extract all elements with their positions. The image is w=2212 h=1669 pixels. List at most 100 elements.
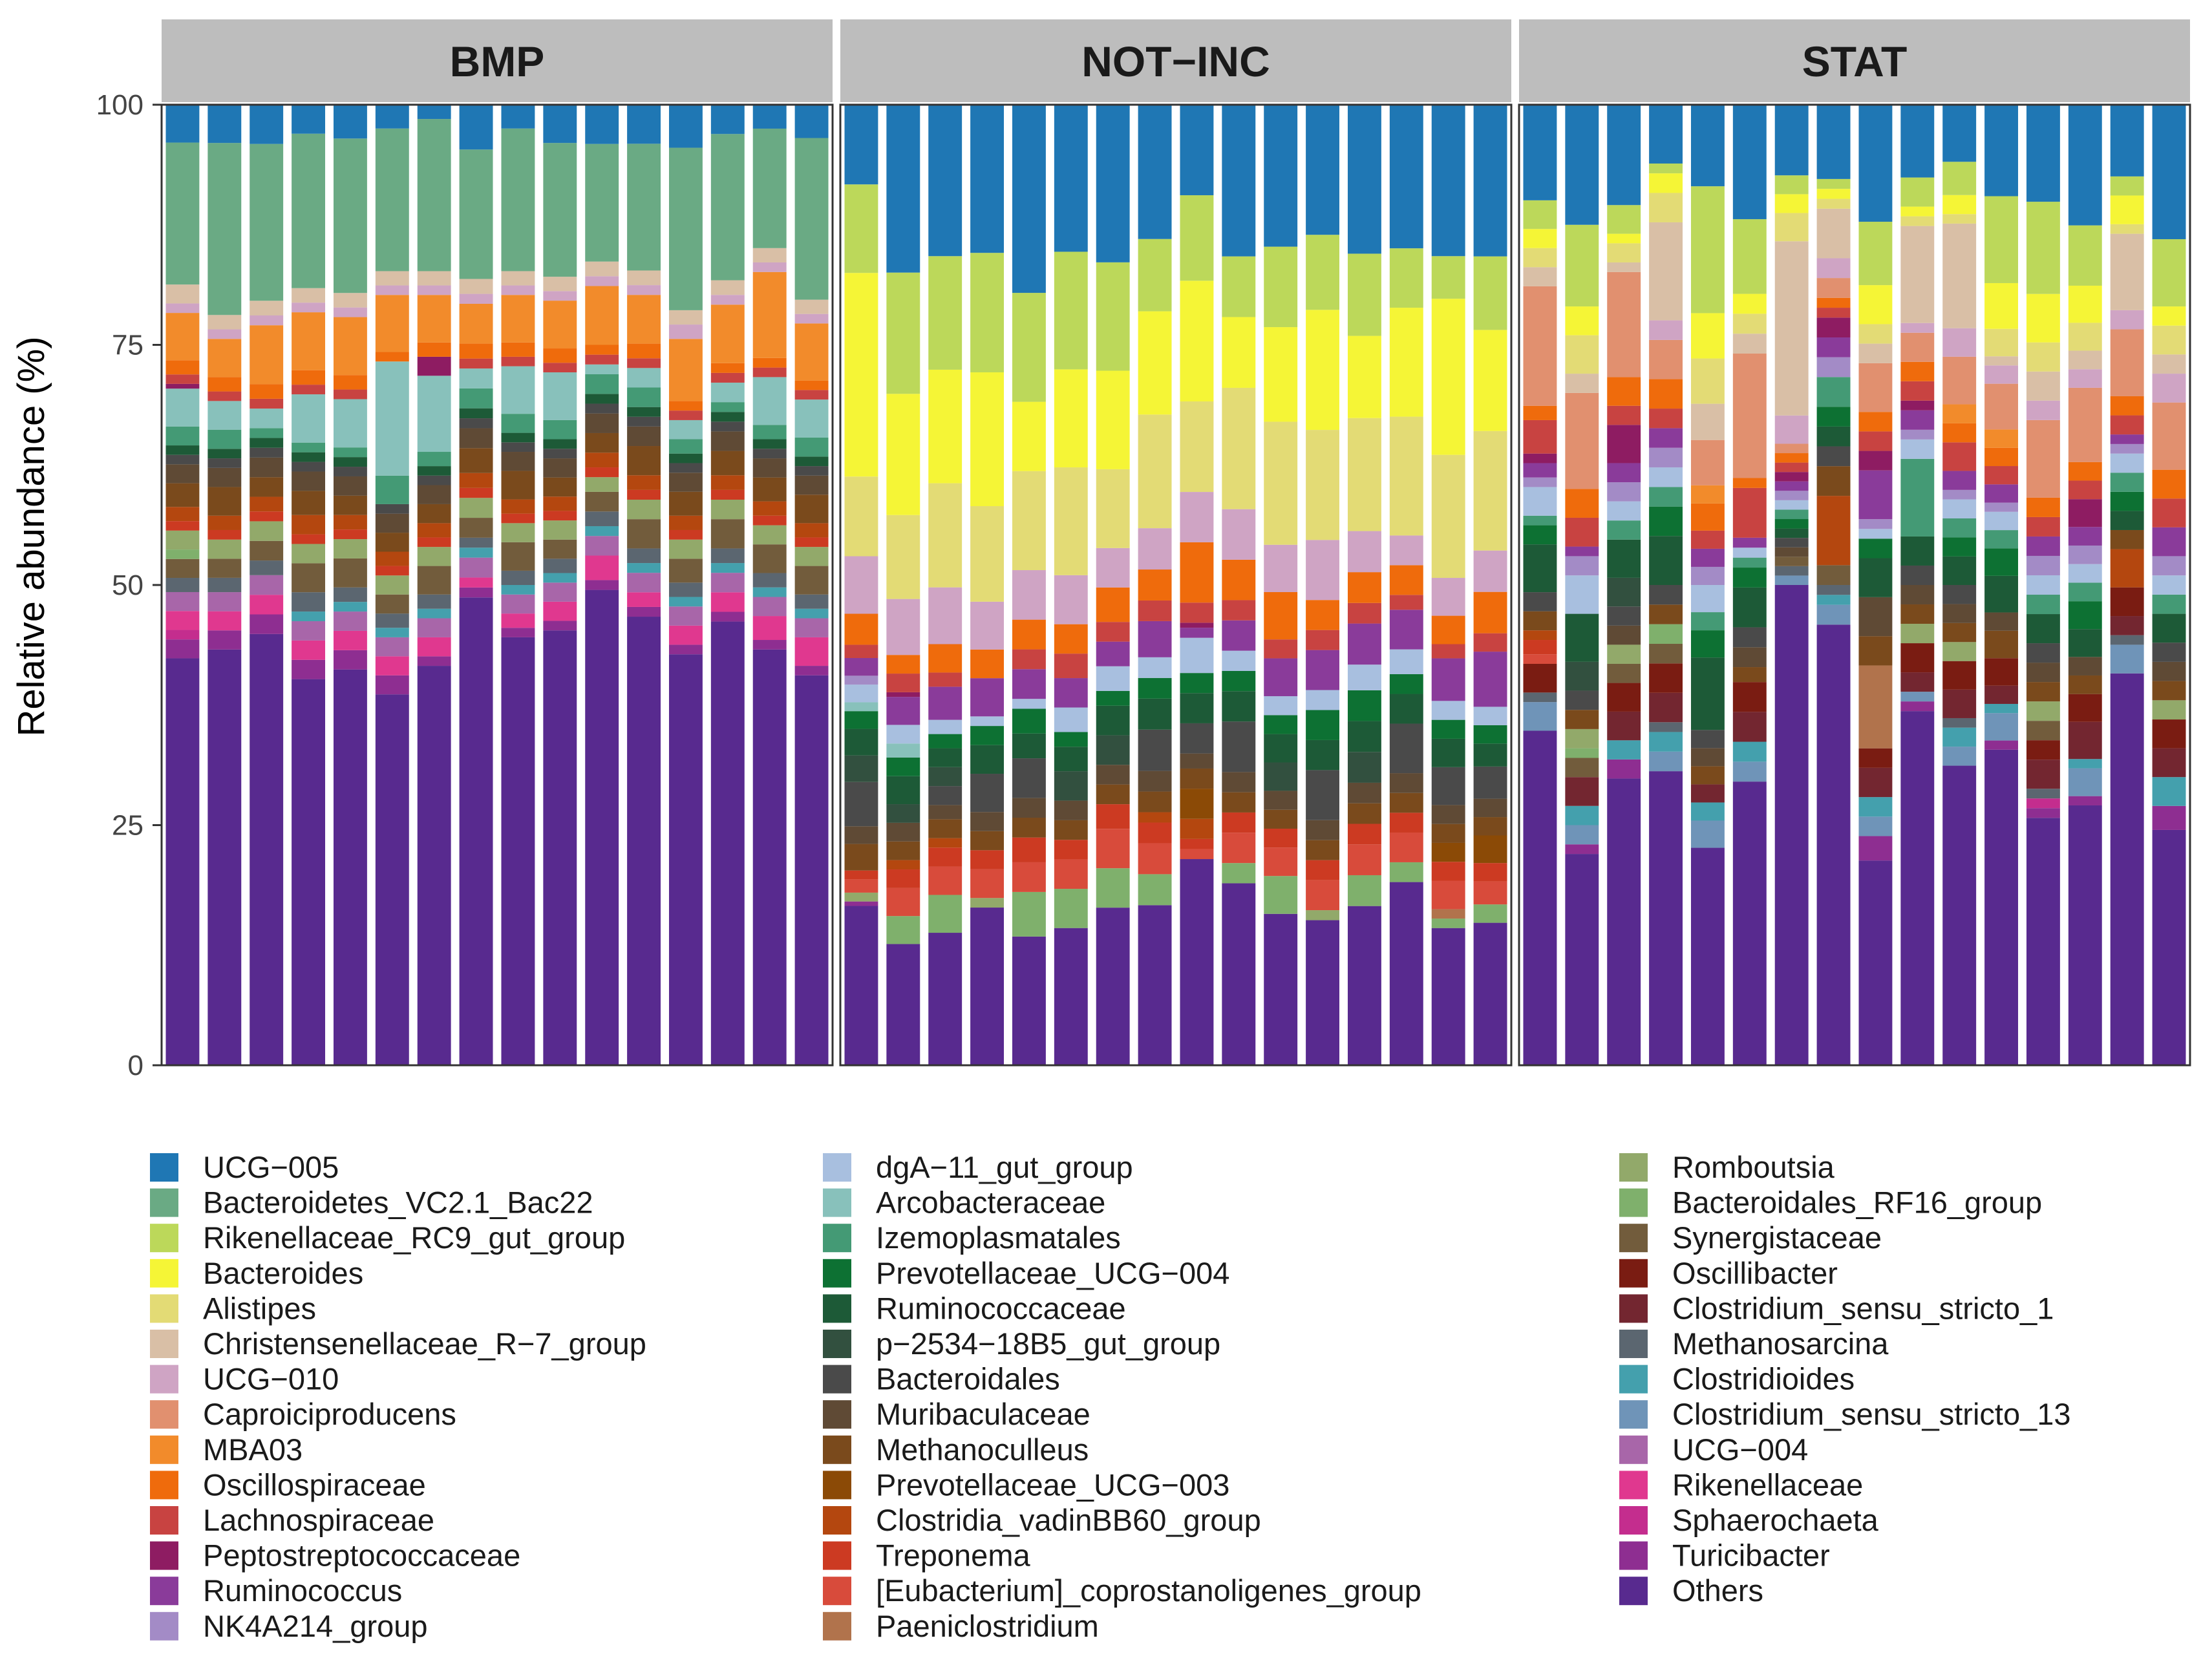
bar-segment [585, 452, 619, 468]
bar-segment [1096, 690, 1130, 706]
bar-segment [250, 428, 284, 438]
bar-segment [710, 304, 745, 363]
bar-segment [459, 448, 493, 473]
bar-segment [710, 412, 745, 422]
bar-segment [333, 602, 367, 612]
bar-segment [1649, 643, 1683, 664]
bar-segment [1565, 777, 1599, 806]
legend-swatch [1619, 1541, 1648, 1570]
legend-item: [Eubacterium]_coprostanoligenes_group [823, 1573, 1421, 1608]
bar-segment [1523, 611, 1557, 631]
bar-segment [668, 310, 703, 325]
bar-segment [1431, 644, 1465, 659]
bar-segment [417, 547, 451, 566]
bar-segment [1389, 694, 1423, 724]
bar-segment [1565, 105, 1599, 225]
bar-segment [627, 387, 661, 407]
bar-segment [1858, 324, 1893, 344]
bar-segment [1431, 701, 1465, 720]
bar-segment [1649, 487, 1683, 507]
bar-segment [459, 428, 493, 449]
bar [1649, 105, 1683, 1065]
bar-segment [1732, 712, 1767, 742]
bar-segment [1900, 711, 1935, 1065]
bar-segment [1732, 547, 1767, 558]
bar-segment [1565, 613, 1599, 662]
bar [1900, 105, 1935, 1065]
bar-segment [1389, 595, 1423, 610]
bar-segment [1984, 466, 2019, 485]
legend-item: Prevotellaceae_UCG−004 [823, 1256, 1229, 1290]
bar-segment [627, 548, 661, 564]
legend-label: Paeniclostridium [876, 1609, 1099, 1643]
bar-segment [794, 399, 829, 438]
bar-segment [1774, 491, 1809, 500]
bar-segment [1180, 838, 1214, 849]
bar-segment [668, 625, 703, 645]
bar-segment [710, 421, 745, 432]
legend-item: Synergistaceae [1619, 1220, 1882, 1255]
bar-segment [1180, 693, 1214, 723]
bar-segment [1180, 401, 1214, 493]
bar-segment [165, 284, 200, 304]
bar-segment [1096, 868, 1130, 908]
bar-segment [1607, 205, 1641, 234]
bar-segment [1816, 585, 1851, 595]
bar-segment [752, 458, 787, 478]
bar-segment [250, 457, 284, 478]
bar-segment [1649, 506, 1683, 537]
legend-label: Muribaculaceae [876, 1397, 1090, 1431]
bar-segment [543, 630, 577, 1065]
bar-segment [501, 432, 535, 443]
bar [543, 105, 577, 1065]
bar-segment [1264, 591, 1298, 640]
bar-segment [1264, 421, 1298, 545]
bar-segment [844, 879, 878, 893]
bar-segment [2026, 516, 2060, 537]
bar-segment [886, 697, 920, 725]
bar-segment [543, 621, 577, 631]
bar-segment [710, 382, 745, 403]
bar-segment [752, 501, 787, 516]
bar-segment [585, 432, 619, 453]
bar-segment [668, 463, 703, 473]
bar-segment [1732, 293, 1767, 314]
bar [928, 105, 962, 1065]
bar-segment [794, 523, 829, 538]
bar-segment [928, 369, 962, 484]
bar [1096, 105, 1130, 1065]
bar-segment [2026, 420, 2060, 498]
bar-segment [1473, 817, 1507, 836]
bar-segment [1523, 229, 1557, 248]
bar-segment [1900, 643, 1935, 673]
bar-segment [1649, 428, 1683, 448]
bar-segment [1012, 401, 1046, 471]
bar-segment [1138, 105, 1172, 239]
bar-segment [928, 748, 962, 767]
bar-segment [886, 674, 920, 692]
bar-segment [543, 520, 577, 540]
legend-swatch [823, 1224, 851, 1253]
bar-segment [1690, 313, 1725, 359]
bar-segment [2152, 325, 2186, 355]
bar [1054, 105, 1088, 1065]
bar-segment [1942, 518, 1977, 538]
legend-item: Arcobacteraceae [823, 1185, 1105, 1220]
bar-segment [1607, 644, 1641, 664]
bar-segment [501, 613, 535, 628]
facet-panels [160, 103, 2191, 1067]
bar-segment [2068, 387, 2102, 462]
legend-swatch [150, 1541, 178, 1570]
bar-segment [794, 666, 829, 675]
bar-segment [1732, 781, 1767, 1065]
bar-segment [292, 515, 326, 535]
bar-segment [970, 253, 1005, 373]
bar-segment [627, 285, 661, 295]
bar-segment [1900, 381, 1935, 401]
bar-segment [1347, 623, 1381, 665]
bar-segment [752, 439, 787, 449]
bar-segment [668, 491, 703, 516]
y-axis-title: Relative abundance (%) [10, 336, 52, 736]
legend-item: Clostridium_sensu_stricto_1 [1619, 1291, 2054, 1325]
bar-segment [794, 608, 829, 619]
